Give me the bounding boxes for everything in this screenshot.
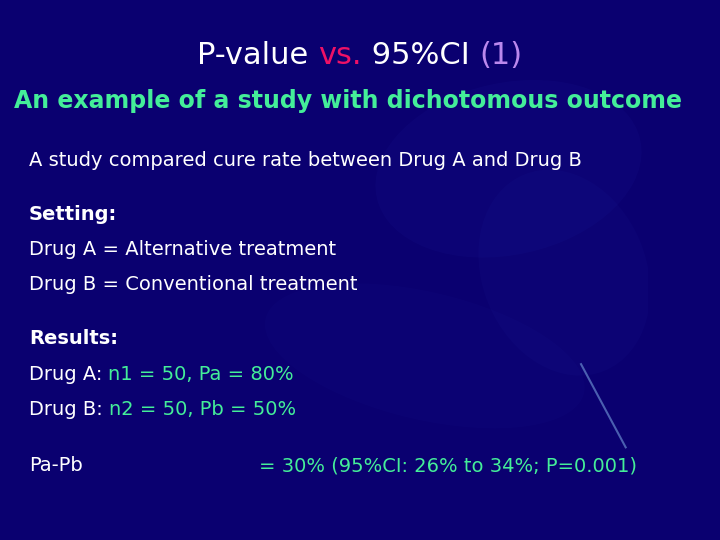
Ellipse shape — [478, 170, 650, 376]
Text: A study compared cure rate between Drug A and Drug B: A study compared cure rate between Drug … — [29, 151, 582, 170]
Text: (1): (1) — [480, 40, 523, 70]
Text: Drug B = Conventional treatment: Drug B = Conventional treatment — [29, 275, 357, 294]
Text: 95%CI: 95%CI — [362, 40, 480, 70]
Text: Drug A:: Drug A: — [29, 364, 109, 383]
Text: Results:: Results: — [29, 329, 118, 348]
Text: Drug B:: Drug B: — [29, 400, 109, 419]
Text: Setting:: Setting: — [29, 205, 117, 224]
Ellipse shape — [375, 80, 642, 258]
Text: Pa-Pb: Pa-Pb — [29, 456, 83, 475]
Text: An example of a study with dichotomous outcome: An example of a study with dichotomous o… — [14, 89, 683, 113]
Text: = 30% (95%CI: 26% to 34%; P=0.001): = 30% (95%CI: 26% to 34%; P=0.001) — [259, 456, 637, 475]
Text: n2 = 50, Pb = 50%: n2 = 50, Pb = 50% — [109, 400, 296, 419]
Text: P-value: P-value — [197, 40, 318, 70]
Text: Drug A = Alternative treatment: Drug A = Alternative treatment — [29, 240, 336, 259]
Text: n1 = 50, Pa = 80%: n1 = 50, Pa = 80% — [109, 364, 294, 383]
Text: vs.: vs. — [318, 40, 362, 70]
